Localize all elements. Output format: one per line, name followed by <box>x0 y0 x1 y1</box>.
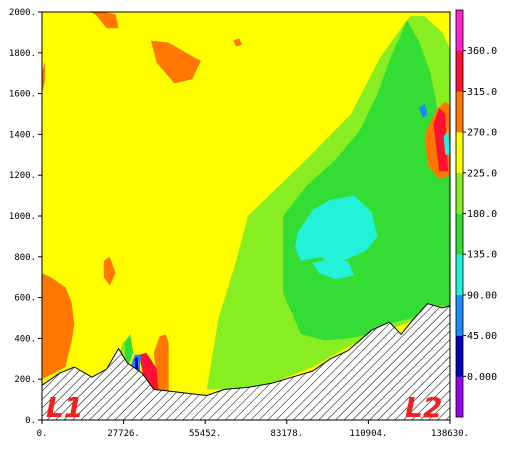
colorbar-segment <box>456 294 463 336</box>
y-tick-label: 1000. <box>9 212 36 222</box>
y-tick-label: 2000. <box>9 8 36 18</box>
terrain-profile <box>42 303 450 420</box>
contour-region-13 <box>433 107 449 172</box>
contour-region-3 <box>312 258 354 280</box>
y-tick-label: 1400. <box>9 130 36 140</box>
contour-region-6 <box>89 12 119 29</box>
x-tick-label: 83178. <box>271 429 304 439</box>
colorbar-segment <box>456 213 463 255</box>
contour-region-10 <box>153 334 169 392</box>
contour-region-12 <box>139 352 159 392</box>
terrain-layer <box>42 303 450 420</box>
colorbar-label: 90.00 <box>467 290 497 301</box>
contour-region-18 <box>418 103 428 119</box>
x-tick-label: 110904. <box>349 429 387 439</box>
contour-region-5 <box>42 61 45 94</box>
colorbar-segment <box>456 132 463 174</box>
contour-region-7 <box>150 40 201 84</box>
y-tick-label: 800. <box>14 253 36 263</box>
contour-region-2 <box>295 195 378 265</box>
colorbar-label: 270.0 <box>467 128 497 139</box>
right-end-label: L2 <box>405 391 442 424</box>
colorbar-segment <box>456 50 463 92</box>
colorbar-segment <box>456 172 463 214</box>
x-tick-label: 27726. <box>107 429 140 439</box>
y-tick-label: 600. <box>14 294 36 304</box>
colorbar-segment <box>456 91 463 133</box>
colorbar-label: 0.000 <box>467 372 497 383</box>
contour-region-9 <box>103 256 116 286</box>
y-tick-label: 1600. <box>9 90 36 100</box>
axes: 0. 27726. 55452. 83178. 110904. 138630. 0. 200.… <box>9 8 469 439</box>
x-tick-label: 138630. <box>431 429 469 439</box>
colorbar-segment <box>456 335 463 377</box>
x-tick-label: 0. <box>37 429 48 439</box>
y-tick-label: 0. <box>25 416 36 426</box>
colorbar-label: 135.0 <box>467 250 497 261</box>
colorbar-label: 360.0 <box>467 46 497 57</box>
colorbar-segment <box>456 376 463 418</box>
y-tick-label: 400. <box>14 334 36 344</box>
y-tick-label: 1800. <box>9 49 36 59</box>
x-tick-label: 55452. <box>189 429 222 439</box>
contour-region-8 <box>233 38 243 47</box>
contour-region-4 <box>42 273 75 380</box>
contour-region-19 <box>443 130 450 155</box>
colorbar: 0.000 45.00 90.00 135.0 180.0 225.0 270.0 315.0… <box>455 9 497 418</box>
left-end-label: L1 <box>46 391 83 424</box>
y-tick-label: 200. <box>14 375 36 385</box>
colorbar-segment <box>456 10 463 51</box>
colorbar-label: 45.00 <box>467 331 497 342</box>
colorbar-label: 180.0 <box>467 209 497 220</box>
colorbar-segment <box>456 254 463 296</box>
colorbar-label: 225.0 <box>467 168 497 179</box>
y-tick-label: 1200. <box>9 171 36 181</box>
colorbar-label: 315.0 <box>467 87 497 98</box>
